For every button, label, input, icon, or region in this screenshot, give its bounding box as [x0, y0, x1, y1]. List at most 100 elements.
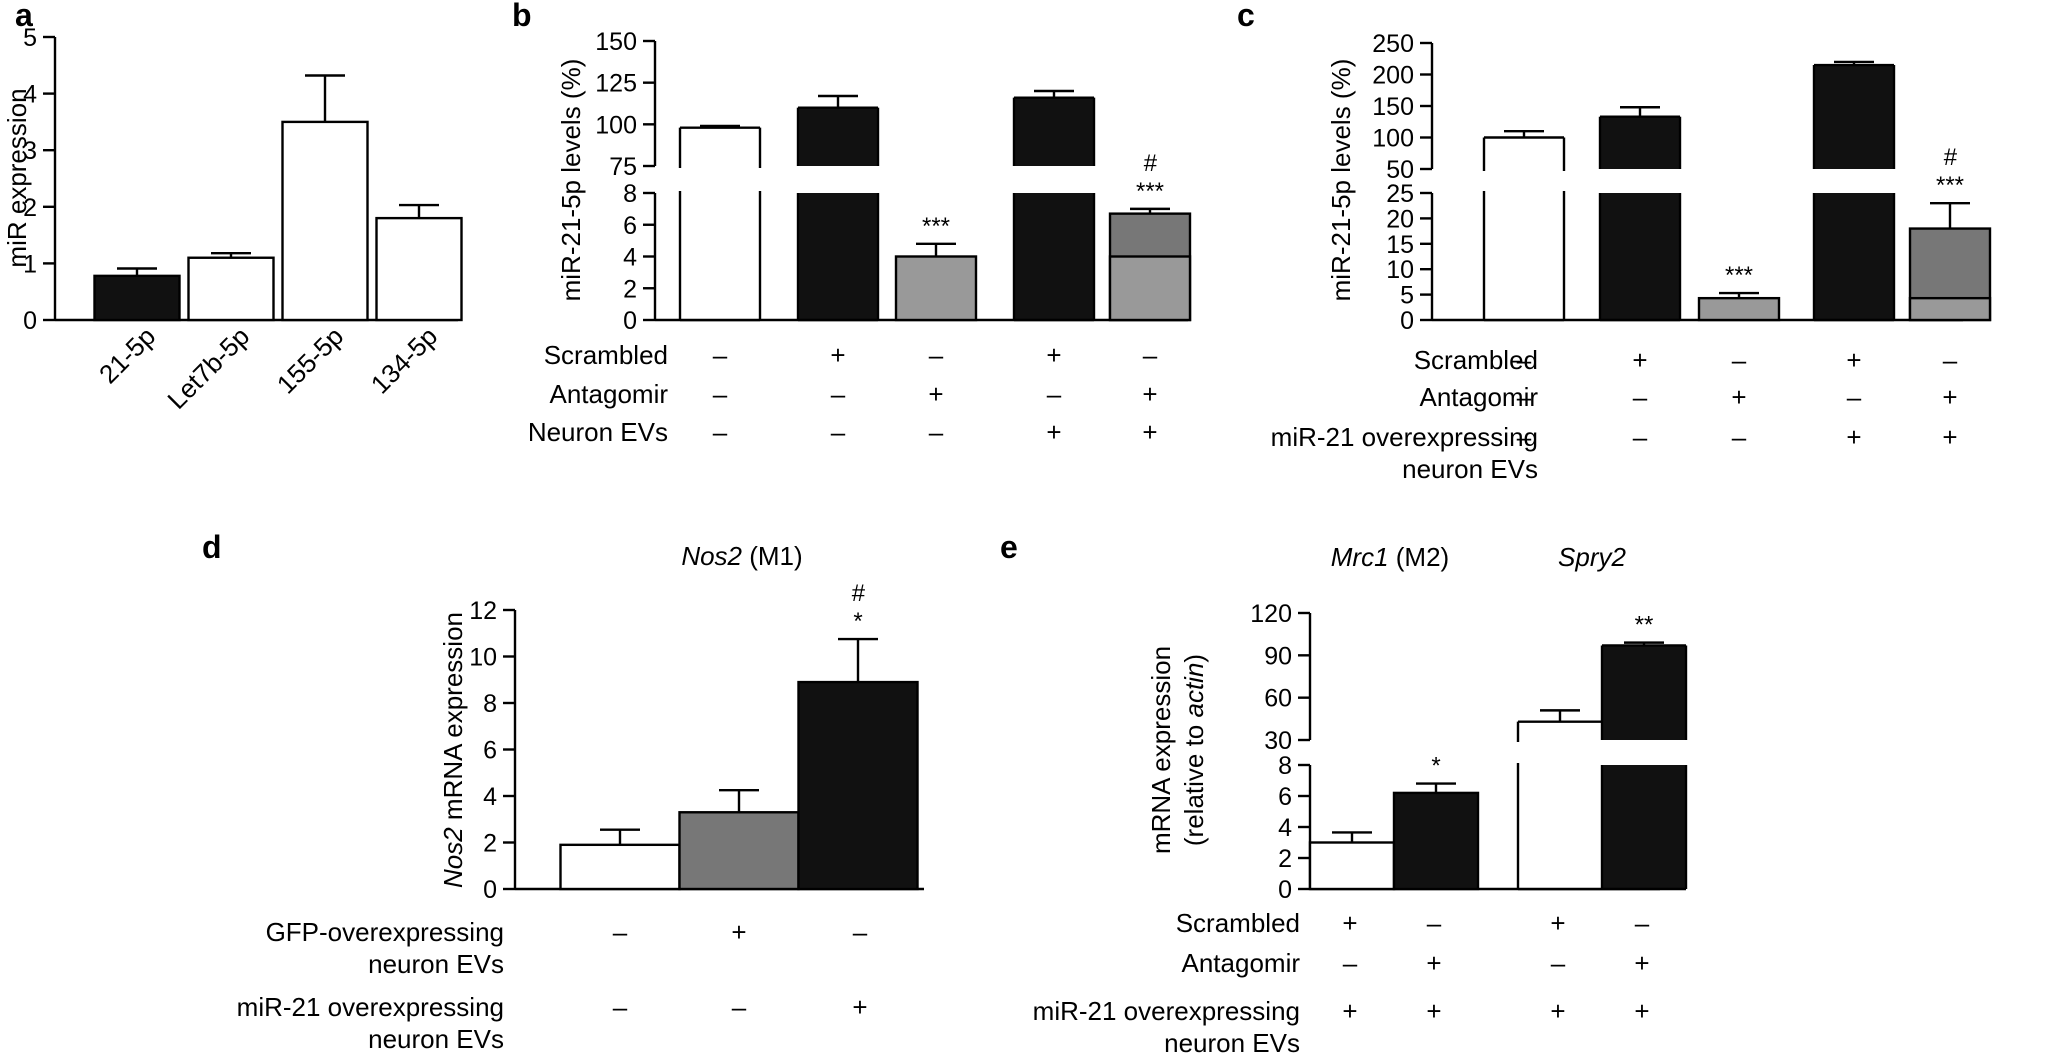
c-bar-1-lower [1600, 193, 1680, 320]
b-condition-mark: – [1143, 340, 1158, 370]
e-condition-mark: – [1343, 948, 1358, 978]
d-title: Nos2 (M1) [681, 541, 802, 571]
b-condition-mark: – [1047, 379, 1062, 409]
e-condition-label: Scrambled [1176, 908, 1300, 938]
a-xtick-label: 21-5p [93, 321, 161, 389]
e-condition-mark: – [1427, 908, 1442, 938]
d-significance-2: # [851, 580, 865, 607]
e-bar-2-gap [1515, 742, 1605, 763]
e-group-title-0: Mrc1 (M2) [1331, 542, 1449, 572]
b-condition-mark: – [929, 340, 944, 370]
c-ylabel: miR-21-5p levels (%) [1326, 59, 1356, 302]
c-condition-mark: + [1942, 382, 1957, 412]
d-bar-2 [797, 680, 919, 891]
c-ytick-label: 10 [1386, 256, 1414, 284]
a-xtick-label: Let7b-5p [161, 321, 255, 415]
e-bar-1 [1392, 791, 1480, 891]
e-group-title-0-part-1: (M2) [1389, 542, 1450, 572]
b-condition-label: Scrambled [544, 340, 668, 370]
e-ylabel-line2-part-0: (relative to [1179, 717, 1209, 846]
b-condition-label: Neuron EVs [528, 417, 668, 447]
c-condition-mark: + [1846, 422, 1861, 452]
b-ylabel: miR-21-5p levels (%) [556, 59, 586, 302]
c-condition-mark: – [1943, 345, 1958, 375]
e-ylabel-line2-part-1: actin [1179, 663, 1209, 718]
c-ytick-label: 20 [1386, 205, 1414, 233]
e-condition-mark: + [1342, 908, 1357, 938]
c-bar-2 [1697, 296, 1781, 322]
d-condition-label: neuron EVs [368, 1024, 504, 1054]
d-condition-label: GFP-overexpressing [266, 917, 504, 947]
c-ytick-label: 150 [1372, 93, 1414, 121]
e-significance-3: ** [1635, 612, 1654, 639]
b-significance-2: *** [922, 213, 950, 240]
panel-d-label: d [202, 529, 222, 565]
c-ytick-label: 15 [1386, 231, 1414, 259]
c-bar-1-upper [1600, 116, 1680, 169]
e-condition-label: neuron EVs [1164, 1028, 1300, 1056]
d-condition-label: miR-21 overexpressing [237, 992, 504, 1022]
c-significance-2: *** [1725, 262, 1753, 289]
d-condition-mark: + [731, 917, 746, 947]
c-condition-label: Antagomir [1420, 382, 1539, 412]
c-bar-3-lower [1814, 193, 1894, 320]
c-ytick-label: 50 [1386, 156, 1414, 184]
d-bar-0 [559, 843, 681, 891]
d-ytick-label: 10 [469, 644, 497, 672]
e-ytick-label: 8 [1278, 752, 1292, 780]
c-ytick-label: 25 [1386, 180, 1414, 208]
e-group-title-1: Spry2 [1558, 542, 1626, 572]
b-ytick-label: 4 [623, 244, 637, 272]
c-ytick-label: 0 [1400, 307, 1414, 335]
d-title-part-1: (M1) [742, 541, 803, 571]
e-condition-mark: + [1550, 908, 1565, 938]
b-ytick-label: 2 [623, 275, 637, 303]
e-bar-3-lower [1602, 765, 1686, 889]
e-significance-1: * [1431, 753, 1440, 780]
e-ytick-label: 4 [1278, 814, 1292, 842]
e-ytick-label: 30 [1264, 727, 1292, 755]
a-bar-1 [187, 256, 275, 322]
d-condition-mark: – [853, 917, 868, 947]
b-condition-mark: + [1142, 417, 1157, 447]
e-ytick-label: 60 [1264, 685, 1292, 713]
d-condition-mark: – [732, 992, 747, 1022]
c-condition-mark: + [1846, 345, 1861, 375]
c-condition-mark: – [1732, 345, 1747, 375]
b-condition-mark: – [713, 379, 728, 409]
c-ytick-label: 5 [1400, 282, 1414, 310]
e-ylabel-line2: (relative to actin) [1179, 654, 1209, 846]
e-condition-mark: – [1551, 948, 1566, 978]
e-ytick-label: 0 [1278, 876, 1292, 904]
b-ytick-label: 0 [623, 307, 637, 335]
a-ytick-label: 1 [23, 250, 37, 278]
b-condition-mark: – [831, 417, 846, 447]
b-bar-3-lower [1014, 193, 1094, 320]
c-condition-mark: – [1517, 422, 1532, 452]
panel-a-label: a [15, 0, 33, 33]
b-bar-4-stack [1108, 255, 1192, 322]
c-condition-mark: + [1632, 345, 1647, 375]
e-group-title-0-part-0: Mrc1 [1331, 542, 1389, 572]
b-ytick-label: 6 [623, 212, 637, 240]
e-ylabel-line1: mRNA expression [1146, 646, 1176, 854]
d-significance-2: * [853, 608, 862, 635]
b-condition-mark: – [929, 417, 944, 447]
c-condition-mark: + [1731, 382, 1746, 412]
e-ytick-label: 120 [1250, 600, 1292, 628]
d-ytick-label: 0 [483, 876, 497, 904]
e-condition-mark: + [1550, 996, 1565, 1026]
b-bar-0 [680, 127, 760, 321]
e-condition-mark: + [1634, 948, 1649, 978]
e-bar-3-upper [1602, 645, 1686, 740]
c-ytick-label: 200 [1372, 62, 1414, 90]
c-ytick-label: 100 [1372, 125, 1414, 153]
c-condition-mark: – [1847, 382, 1862, 412]
e-ytick-label: 2 [1278, 845, 1292, 873]
c-condition-mark: – [1517, 345, 1532, 375]
c-condition-mark: – [1633, 382, 1648, 412]
e-condition-label: Antagomir [1182, 948, 1301, 978]
d-condition-label: neuron EVs [368, 949, 504, 979]
d-condition-mark: – [613, 992, 628, 1022]
c-bar-4-stack [1908, 296, 1992, 322]
